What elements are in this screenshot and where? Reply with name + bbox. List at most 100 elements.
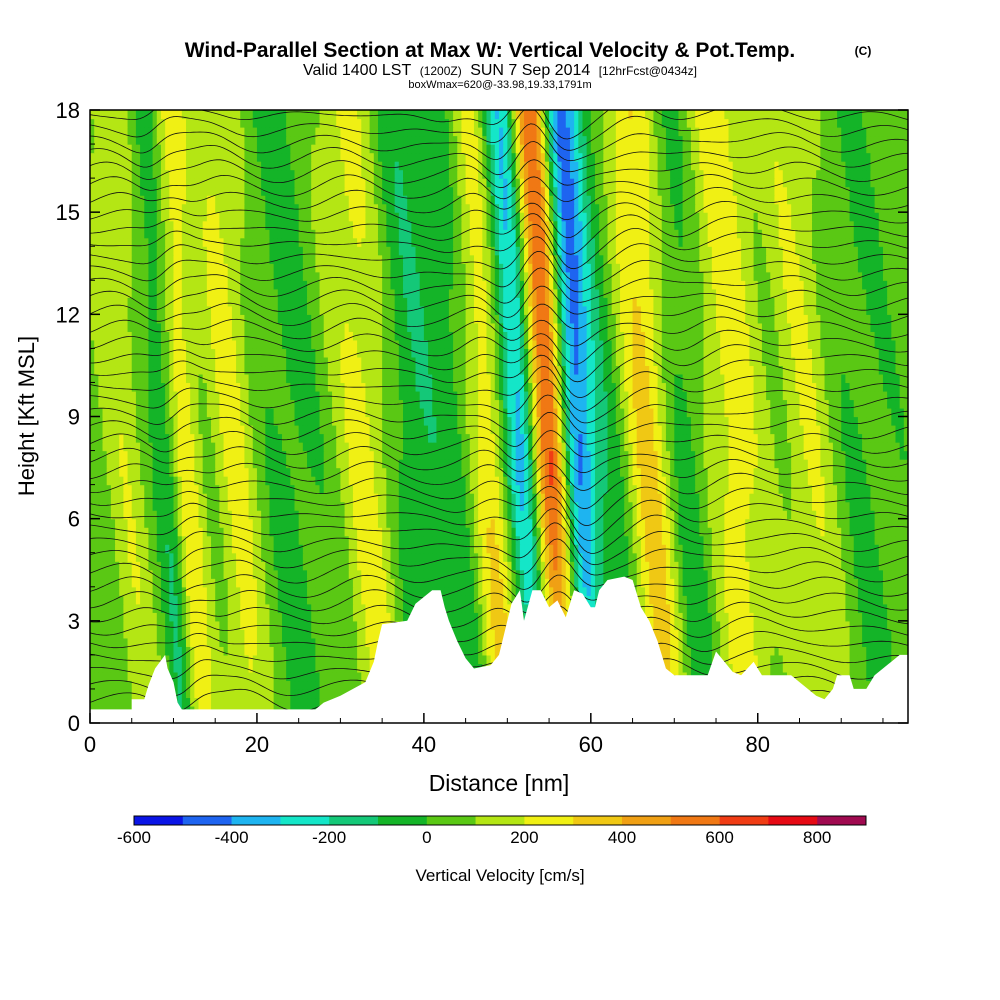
field-cell [256,569,262,579]
field-cell [131,578,137,588]
field-cell [903,586,908,596]
field-cell [695,629,700,639]
field-cell [273,552,279,562]
field-cell [294,620,300,630]
field-cell [812,535,817,545]
field-cell [211,680,216,690]
field-cell [795,637,801,647]
field-cell [256,578,262,588]
field-cell [448,544,454,554]
field-cell [878,595,884,605]
field-cell [98,578,104,588]
field-cell [348,518,354,528]
field-cell [369,544,375,554]
field-cell [540,552,546,562]
field-cell [649,603,655,613]
field-cell [102,569,108,579]
field-cell [148,518,154,528]
field-cell [215,671,220,682]
field-cell [315,671,321,682]
field-cell [223,637,229,647]
field-cell [98,620,104,630]
field-cell [173,578,179,588]
field-cell [870,544,876,554]
field-cell [219,578,225,588]
field-cell [457,578,463,588]
field-cell [549,544,554,554]
field-cell [465,595,471,605]
field-cell [244,518,250,528]
field-cell [465,603,471,613]
field-cell [870,671,876,682]
field-cell [273,629,279,639]
field-cell [190,620,195,630]
field-cell [465,510,471,520]
field-cell [315,654,321,664]
field-cell [803,510,809,520]
field-cell [594,510,600,520]
field-cell [862,603,867,613]
field-cell [812,561,817,571]
field-cell [269,544,275,554]
field-cell [532,510,538,520]
field-cell [177,612,183,622]
field-cell [478,620,483,630]
field-cell [874,586,880,596]
field-cell [94,527,99,537]
field-cell [302,663,308,673]
field-cell [757,646,763,656]
field-cell [841,586,846,596]
field-cell [678,510,684,520]
field-cell [837,654,842,664]
field-cell [302,561,308,571]
field-cell [594,552,600,562]
field-cell [707,578,713,588]
field-cell [807,654,813,664]
field-cell [294,680,300,690]
field-cell [461,561,467,571]
field-cell [803,569,809,579]
field-cell [165,595,170,605]
field-cell [102,527,108,537]
field-cell [770,646,776,656]
field-cell [152,510,158,520]
field-cell [215,603,220,613]
subtitle-valid-time: Valid 1400 LST [303,62,411,79]
field-cell [824,637,830,647]
field-cell [749,578,755,588]
field-cell [110,612,116,622]
field-cell [503,544,508,554]
field-cell [557,510,563,520]
field-cell [807,629,813,639]
field-cell [682,527,688,537]
field-cell [411,518,417,528]
field-cell [261,697,266,707]
field-cell [682,586,688,596]
field-cell [231,663,237,673]
field-cell [436,561,442,571]
field-cell [791,527,796,537]
field-cell [728,527,734,537]
field-cell [732,586,738,596]
field-cell [181,544,187,554]
field-cell [231,578,237,588]
field-cell [494,586,500,596]
field-cell [390,501,396,511]
field-cell [198,552,204,562]
field-cell [741,629,746,639]
field-cell [327,578,333,588]
field-cell [411,544,417,554]
field-cell [828,535,834,545]
field-cell [791,620,796,630]
field-cell [336,544,341,554]
field-cell [745,569,750,579]
field-cell [386,510,392,520]
field-cell [686,578,692,588]
field-cell [824,535,830,545]
field-cell [753,654,759,664]
field-cell [895,552,901,562]
field-cell [206,595,212,605]
field-cell [140,527,145,537]
field-cell [728,612,734,622]
field-cell [160,578,166,588]
